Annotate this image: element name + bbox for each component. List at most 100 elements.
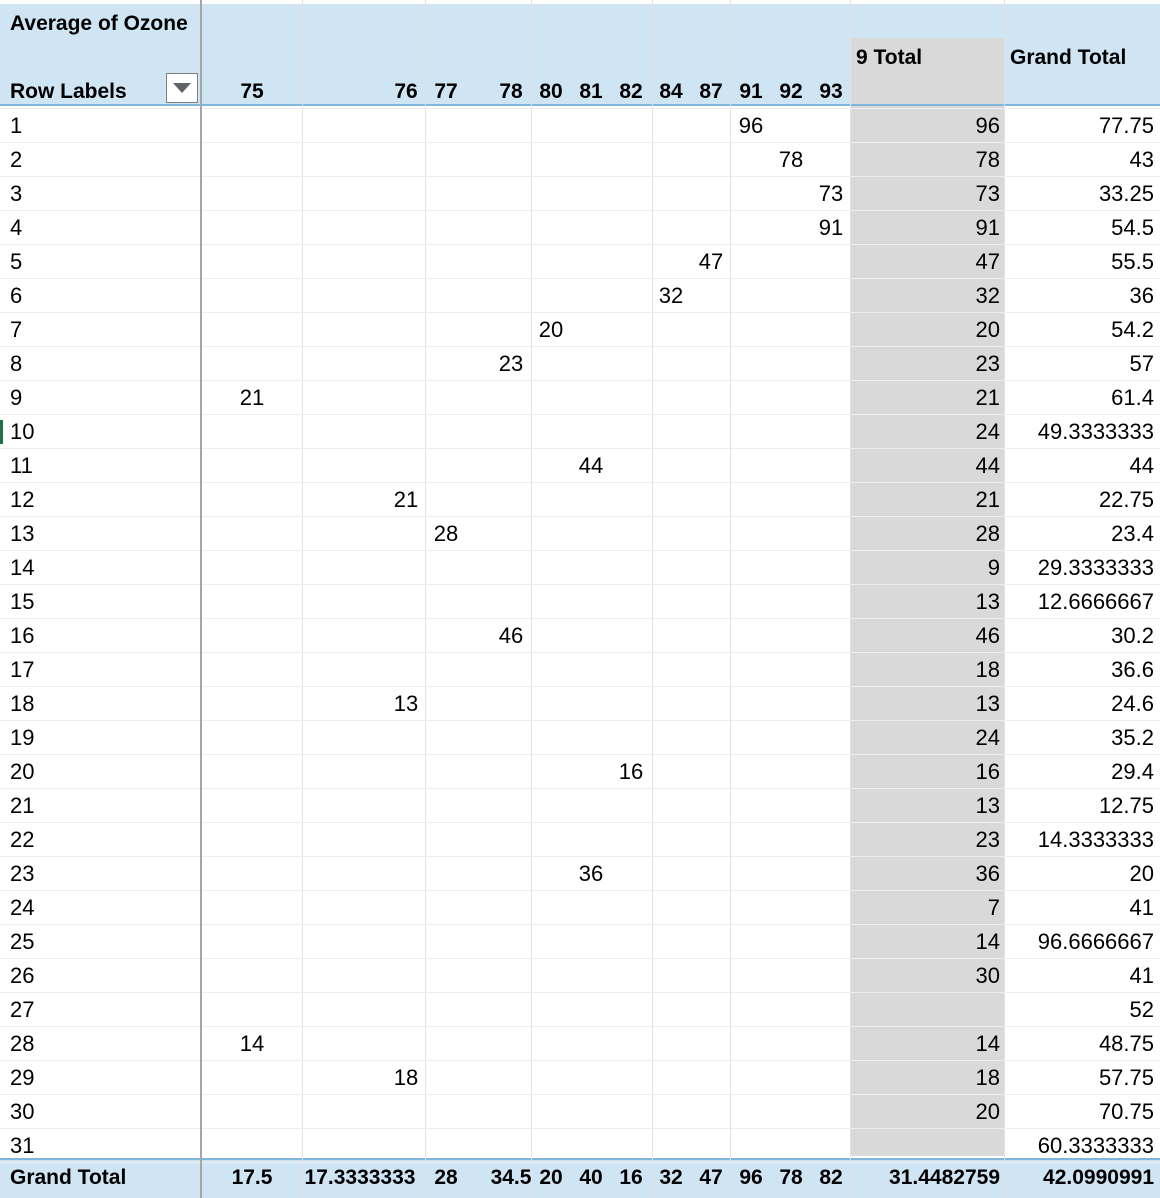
subtotal-cell[interactable]: 14 <box>975 929 1000 954</box>
grand-total-cell[interactable]: 23.4 <box>1111 521 1154 546</box>
grand-total-column-82[interactable]: 16 <box>619 1166 643 1189</box>
subtotal-cell[interactable]: 18 <box>975 1065 1000 1090</box>
column-header-82[interactable]: 82 <box>619 80 643 103</box>
subtotal-cell[interactable]: 13 <box>975 793 1000 818</box>
grand-total-cell[interactable]: 35.2 <box>1111 725 1154 750</box>
grand-total-cell[interactable]: 55.5 <box>1111 249 1154 274</box>
column-header-75[interactable]: 75 <box>240 80 264 103</box>
subtotal-cell[interactable]: 21 <box>975 385 1000 410</box>
subtotal-cell[interactable]: 20 <box>975 317 1000 342</box>
grand-total-overall[interactable]: 42.0990991 <box>1043 1166 1154 1189</box>
grand-total-cell[interactable]: 96.6666667 <box>1037 929 1154 954</box>
subtotal-cell[interactable]: 30 <box>975 963 1000 988</box>
grand-total-cell[interactable]: 36.6 <box>1111 657 1154 682</box>
row-label[interactable]: 15 <box>10 589 35 614</box>
grand-total-cell[interactable]: 41 <box>1129 963 1154 988</box>
subtotal-cell[interactable]: 23 <box>975 351 1000 376</box>
grand-total-cell[interactable]: 70.75 <box>1098 1099 1154 1124</box>
grand-total-cell[interactable]: 33.25 <box>1098 181 1154 206</box>
grand-total-column-84[interactable]: 32 <box>659 1166 683 1189</box>
subtotal-cell[interactable]: 91 <box>975 215 1000 240</box>
subtotal-cell[interactable]: 18 <box>975 657 1000 682</box>
row-label[interactable]: 7 <box>10 317 23 342</box>
column-header-80[interactable]: 80 <box>539 80 563 103</box>
row-label[interactable]: 23 <box>10 861 35 886</box>
row-label[interactable]: 17 <box>10 657 35 682</box>
subtotal-cell[interactable]: 46 <box>975 623 1000 648</box>
grand-total-cell[interactable]: 14.3333333 <box>1037 827 1154 852</box>
row-label[interactable]: 22 <box>10 827 35 852</box>
subtotal-cell[interactable]: 13 <box>975 691 1000 716</box>
row-label[interactable]: 8 <box>10 351 23 376</box>
grand-total-cell[interactable]: 49.3333333 <box>1037 419 1154 444</box>
grand-total-cell[interactable]: 52 <box>1129 997 1154 1022</box>
grand-total-column-91[interactable]: 96 <box>739 1166 763 1189</box>
subtotal-header[interactable]: 9 Total <box>856 46 923 69</box>
grand-total-cell[interactable]: 24.6 <box>1111 691 1154 716</box>
grand-total-cell[interactable]: 44 <box>1129 453 1154 478</box>
grand-total-cell[interactable]: 36 <box>1129 283 1154 308</box>
subtotal-cell[interactable]: 96 <box>975 113 1000 138</box>
grand-total-cell[interactable]: 41 <box>1129 895 1154 920</box>
pivot-cell[interactable]: 28 <box>433 521 459 546</box>
grand-total-cell[interactable]: 54.2 <box>1111 317 1154 342</box>
subtotal-cell[interactable]: 24 <box>975 725 1000 750</box>
row-label[interactable]: 25 <box>10 929 35 954</box>
pivot-cell[interactable]: 47 <box>698 249 724 274</box>
column-header-91[interactable]: 91 <box>739 80 763 103</box>
pivot-cell[interactable]: 16 <box>618 759 644 784</box>
grand-total-row-label[interactable]: Grand Total <box>10 1166 127 1189</box>
grand-total-cell[interactable]: 43 <box>1129 147 1154 172</box>
row-label[interactable]: 29 <box>10 1065 35 1090</box>
subtotal-cell[interactable]: 28 <box>975 521 1000 546</box>
grand-total-cell[interactable]: 61.4 <box>1111 385 1154 410</box>
column-header-92[interactable]: 92 <box>779 80 803 103</box>
value-field-label[interactable]: Average of Ozone <box>10 12 188 35</box>
subtotal-cell[interactable]: 36 <box>975 861 1000 886</box>
row-label[interactable]: 9 <box>10 385 23 410</box>
subtotal-cell[interactable]: 21 <box>975 487 1000 512</box>
row-label[interactable]: 11 <box>10 453 33 478</box>
row-labels-header[interactable]: Row Labels <box>10 80 127 103</box>
row-label[interactable]: 14 <box>10 555 35 580</box>
pivot-cell[interactable]: 36 <box>578 861 604 886</box>
subtotal-cell[interactable]: 7 <box>987 895 1000 920</box>
grand-total-column-92[interactable]: 78 <box>779 1166 803 1189</box>
pivot-cell[interactable]: 20 <box>538 317 564 342</box>
grand-total-cell[interactable]: 12.6666667 <box>1037 589 1154 614</box>
grand-total-cell[interactable]: 57.75 <box>1098 1065 1154 1090</box>
row-label[interactable]: 12 <box>10 487 35 512</box>
grand-total-column-75[interactable]: 17.5 <box>231 1166 273 1189</box>
subtotal-cell[interactable]: 14 <box>975 1031 1000 1056</box>
row-label[interactable]: 4 <box>10 215 23 240</box>
pivot-cell[interactable]: 13 <box>393 691 419 716</box>
column-header-81[interactable]: 81 <box>579 80 603 103</box>
grand-total-column-77[interactable]: 28 <box>434 1166 458 1189</box>
row-label[interactable]: 16 <box>10 623 35 648</box>
column-header-77[interactable]: 77 <box>434 80 458 103</box>
grand-total-column-87[interactable]: 47 <box>699 1166 723 1189</box>
subtotal-cell[interactable]: 78 <box>975 147 1000 172</box>
column-header-93[interactable]: 93 <box>819 80 843 103</box>
pivot-cell[interactable]: 78 <box>778 147 804 172</box>
subtotal-cell[interactable]: 24 <box>975 419 1000 444</box>
grand-total-column-78[interactable]: 34.5 <box>490 1166 532 1189</box>
grand-total-column-81[interactable]: 40 <box>579 1166 603 1189</box>
pivot-cell[interactable]: 14 <box>239 1031 265 1056</box>
grand-total-header[interactable]: Grand Total <box>1010 46 1127 69</box>
grand-total-column-93[interactable]: 82 <box>819 1166 843 1189</box>
subtotal-cell[interactable]: 47 <box>975 249 1000 274</box>
grand-total-column-80[interactable]: 20 <box>539 1166 563 1189</box>
column-header-76[interactable]: 76 <box>394 80 418 103</box>
grand-total-cell[interactable]: 29.4 <box>1111 759 1154 784</box>
grand-total-subtotal[interactable]: 31.4482759 <box>889 1166 1000 1189</box>
pivot-cell[interactable]: 91 <box>818 215 844 240</box>
grand-total-cell[interactable]: 77.75 <box>1098 113 1154 138</box>
grand-total-cell[interactable]: 20 <box>1129 861 1154 886</box>
row-label[interactable]: 3 <box>10 181 23 206</box>
pivot-cell[interactable]: 44 <box>578 453 604 478</box>
pivot-cell[interactable]: 96 <box>738 113 764 138</box>
pivot-cell[interactable]: 46 <box>498 623 524 648</box>
row-label[interactable]: 19 <box>10 725 35 750</box>
pivot-cell[interactable]: 21 <box>393 487 419 512</box>
